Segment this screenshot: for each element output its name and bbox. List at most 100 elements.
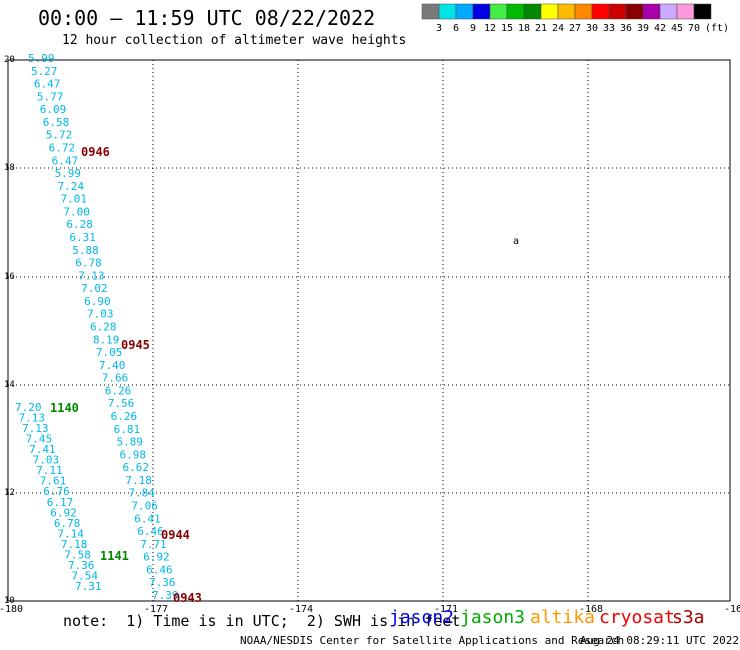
legend-swatch [693, 3, 712, 20]
satellite-label-cryosat: cryosat [599, 607, 675, 628]
pass-time-label: 1140 [50, 401, 79, 415]
wave-height-value: 6.26 [105, 384, 132, 397]
island-marker: a [513, 236, 519, 247]
legend-label: 3 [436, 23, 442, 34]
wave-height-value: 6.46 [137, 525, 164, 538]
wave-height-value: 7.54 [71, 569, 98, 582]
wave-height-value: 6.92 [50, 506, 76, 519]
y-tick-label: 16 [4, 272, 15, 282]
wave-height-value: 6.58 [43, 116, 69, 129]
wave-height-value: 6.46 [146, 563, 173, 576]
wave-height-value: 6.31 [69, 231, 96, 244]
credit-line: NOAA/NESDIS Center for Satellite Applica… [240, 634, 625, 647]
x-tick-label: -174 [289, 604, 313, 615]
wave-height-value: 6.17 [47, 496, 74, 509]
wave-height-value: 6.78 [75, 257, 102, 270]
wave-height-value: 7.03 [33, 454, 60, 467]
y-tick-label: 10 [4, 596, 15, 606]
satellite-label-jason3: jason3 [460, 607, 526, 628]
legend-label: 27 [569, 23, 581, 34]
wave-height-value: 7.45 [26, 433, 52, 446]
page-subtitle: 12 hour collection of altimeter wave hei… [62, 33, 407, 48]
wave-height-value: 7.02 [81, 282, 108, 295]
wave-height-value: 6.09 [40, 103, 67, 116]
pass-time-label: 0945 [121, 338, 150, 352]
wave-height-value: 7.36 [149, 576, 176, 589]
wave-height-value: 7.20 [15, 401, 42, 414]
wave-height-value: 7.11 [36, 464, 63, 477]
wave-height-value: 6.90 [84, 295, 111, 308]
wave-height-value: 5.99 [55, 167, 81, 180]
wave-height-value: 7.13 [19, 412, 46, 425]
wave-height-value: 6.26 [111, 410, 137, 423]
wave-height-value: 6.78 [54, 517, 81, 530]
legend-label: 15 [501, 23, 513, 34]
y-tick-label: 14 [4, 380, 15, 390]
satellite-label-jason2: jason2 [389, 607, 455, 628]
wave-height-value: 8.19 [93, 333, 120, 346]
wave-height-value: 7.05 [96, 346, 123, 359]
y-tick-label: 12 [4, 488, 15, 498]
wave-height-value: 5.99 [28, 52, 55, 65]
legend-label: 36 [620, 23, 632, 34]
pass-time-label: 0946 [81, 145, 110, 159]
wave-height-value: 6.62 [122, 461, 149, 474]
wave-height-value: 7.56 [108, 397, 135, 410]
wave-height-value: 7.03 [87, 308, 114, 321]
x-tick-label: -180 [0, 604, 23, 615]
page-title: 00:00 — 11:59 UTC 08/22/2022 [38, 6, 376, 30]
pass-time-label: 0943 [173, 591, 202, 605]
map-frame [7, 59, 731, 602]
pass-time-label: 1141 [100, 549, 129, 563]
x-tick-label: -16 [724, 604, 740, 615]
satellite-label-s3a: s3a [672, 607, 705, 628]
wave-height-value: 6.72 [49, 142, 76, 155]
x-tick-label: -168 [579, 604, 603, 615]
legend-label: 42 [654, 23, 666, 34]
wave-height-value: 5.89 [117, 436, 144, 449]
wave-height-value: 7.61 [40, 475, 67, 488]
wave-height-value: 7.84 [128, 487, 155, 500]
wave-height-value: 6.28 [90, 321, 117, 334]
wave-height-value: 7.13 [22, 422, 49, 435]
wave-height-value: 7.58 [64, 548, 91, 561]
generated-timestamp: Aug 24 08:29:11 UTC 2022 [580, 634, 739, 647]
legend-label: 21 [535, 23, 547, 34]
wave-height-value: 7.06 [131, 500, 158, 513]
wave-height-value: 7.01 [60, 193, 87, 206]
wave-height-value: 7.31 [75, 580, 102, 593]
wave-height-value: 7.18 [125, 474, 152, 487]
wave-height-value: 7.36 [68, 559, 95, 572]
wave-height-value: 7.13 [78, 269, 105, 282]
wave-height-value: 6.47 [34, 78, 61, 91]
legend-label: 70 [688, 23, 700, 34]
wave-height-value: 7.39 [152, 589, 179, 602]
wave-height-value: 7.66 [102, 372, 129, 385]
legend-label: 39 [637, 23, 649, 34]
wave-height-value: 6.98 [120, 448, 146, 461]
wave-height-value: 5.88 [72, 244, 99, 257]
wave-height-value: 7.41 [29, 443, 55, 456]
legend-label: 24 [552, 23, 564, 34]
x-tick-label: -177 [144, 604, 168, 615]
wave-height-value: 7.71 [140, 538, 167, 551]
legend-label: 30 [586, 23, 598, 34]
wave-height-value: 5.27 [31, 65, 58, 78]
wave-height-value: 7.18 [61, 538, 88, 551]
wave-height-value: 6.76 [43, 485, 69, 498]
wave-height-value: 6.47 [52, 154, 79, 167]
units-note: note: 1) Time is in UTC; 2) SWH is in fe… [63, 612, 461, 630]
wave-height-value: 6.41 [134, 512, 161, 525]
legend-label: 18 [518, 23, 530, 34]
wave-height-value: 7.24 [58, 180, 85, 193]
legend-label: 6 [453, 23, 459, 34]
y-tick-label: 20 [4, 55, 15, 65]
legend-label: 12 [484, 23, 496, 34]
legend-unit: (ft) [705, 23, 729, 34]
color-scale-legend: 3 6 9 12 15 18 21 24 27 30 33 36 39 42 45 70 (ft) [421, 3, 729, 34]
wave-height-value: 6.92 [143, 551, 170, 564]
wave-height-value: 7.14 [57, 527, 84, 540]
legend-label: 33 [603, 23, 615, 34]
